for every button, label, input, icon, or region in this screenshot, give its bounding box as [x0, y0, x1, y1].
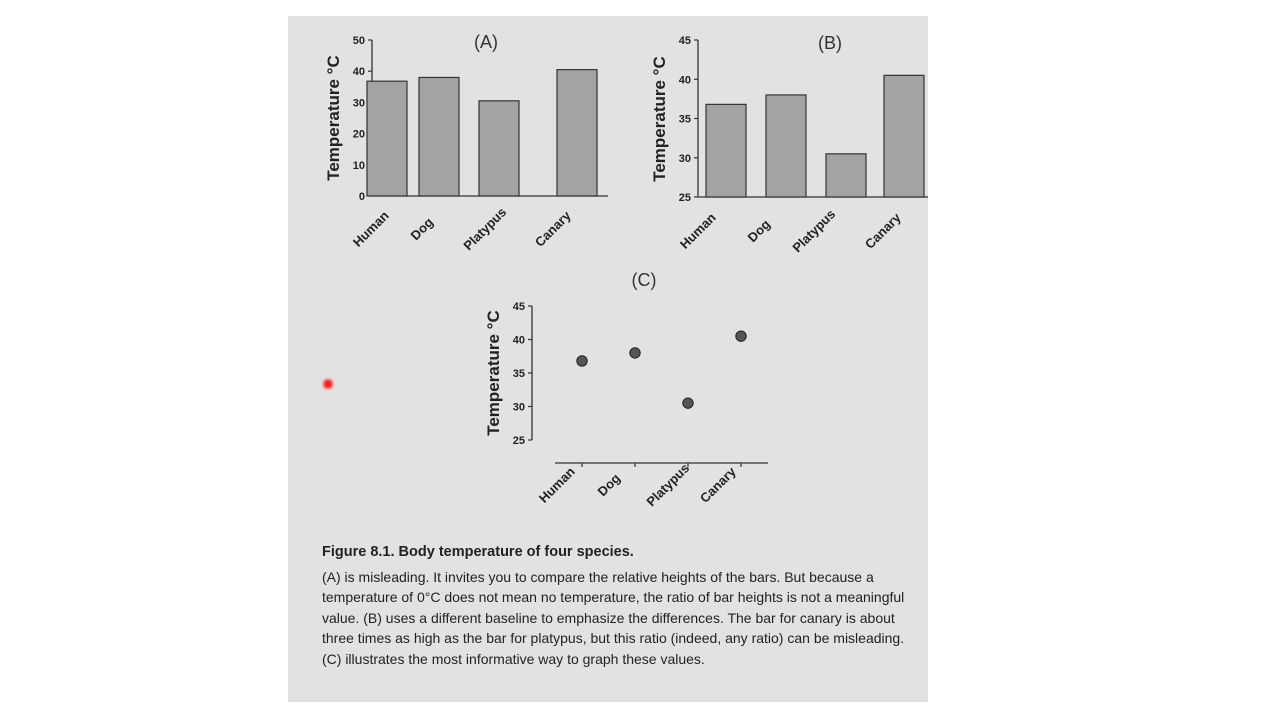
caption-title: Figure 8.1. Body temperature of four spe… [322, 544, 634, 560]
panel-b-y-tick-label: 40 [679, 74, 691, 86]
panel-c-y-tick-label: 40 [513, 335, 525, 347]
panel-a-y-tick-label: 50 [353, 35, 365, 47]
panel-a-category-label: Human [350, 208, 392, 250]
panel-c-category-label: Human [536, 464, 578, 506]
panel-a-bar-dog [418, 76, 460, 197]
panel-a-bar-platypus [478, 100, 520, 197]
figure-caption: Figure 8.1. Body temperature of four spe… [322, 544, 926, 669]
panel-b-y-tick-label: 35 [679, 114, 691, 126]
panel-b-y-tick-label: 45 [679, 35, 691, 47]
panel-b-y-tick-label: 25 [679, 192, 691, 204]
panel-c-y-tick-label: 30 [513, 402, 525, 414]
panel-b-title: (B) [818, 33, 842, 53]
panel-a-category-label: Canary [532, 207, 574, 249]
panel-b-bar-dog [765, 94, 807, 198]
panel-b-bar-human [705, 103, 747, 198]
panel-c-point-platypus [682, 397, 694, 409]
figure-charts: (A) Temperature °C 0 10 20 30 40 50 Human Dog Plat… [324, 32, 928, 509]
panel-b-bar-canary [883, 74, 925, 198]
panel-c-y-tick-label: 25 [513, 435, 525, 447]
figure-page: (A) Temperature °C 0 10 20 30 40 50 Human Dog Plat… [288, 16, 928, 702]
panel-a-category-label: Dog [408, 215, 437, 244]
panel-c-title: (C) [632, 270, 657, 290]
panel-b-category-label: Human [677, 210, 719, 252]
panel-a-bar-human [366, 80, 408, 197]
panel-c-category-label: Canary [697, 463, 739, 505]
caption-body: (A) is misleading. It invites you to com… [322, 569, 905, 667]
panel-b-y-tick-label: 30 [679, 153, 691, 165]
panel-b-bar-platypus [825, 153, 867, 198]
panel-c-point-human [576, 355, 588, 367]
panel-b-category-label: Canary [862, 209, 904, 251]
click-marker [321, 377, 335, 391]
panel-a-y-tick-label: 20 [353, 129, 365, 141]
panel-b-y-axis-label: Temperature °C [650, 56, 669, 182]
panel-a-category-label: Platypus [460, 204, 509, 253]
panel-c-y-tick-label: 45 [513, 301, 525, 313]
panel-c-point-dog [629, 347, 641, 359]
panel-c-category-label: Dog [595, 471, 624, 500]
panel-a-y-tick-label: 0 [359, 191, 365, 203]
panel-a-y-tick-label: 40 [353, 66, 365, 78]
panel-b-category-label: Platypus [789, 206, 838, 255]
panel-a-title: (A) [474, 32, 498, 52]
panel-a-y-tick-label: 30 [353, 97, 365, 109]
panel-c-point-canary [735, 330, 747, 342]
panel-a-bar-canary [556, 69, 598, 197]
panel-c-y-tick-label: 35 [513, 368, 525, 380]
panel-a-y-axis-label: Temperature °C [324, 55, 343, 181]
panel-c-y-axis-label: Temperature °C [484, 310, 503, 436]
panel-b-category-label: Dog [745, 217, 774, 246]
panel-c-category-label: Platypus [643, 460, 692, 509]
panel-a-y-tick-label: 10 [353, 160, 365, 172]
